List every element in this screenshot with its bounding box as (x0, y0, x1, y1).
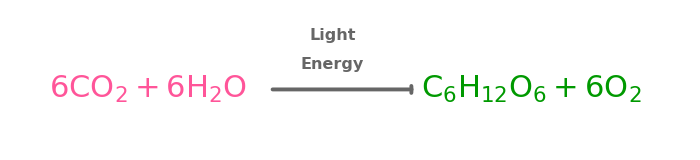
Text: $\mathregular{6CO_2 + 6H_2O}$: $\mathregular{6CO_2 + 6H_2O}$ (49, 74, 247, 105)
Text: $\mathregular{C_6H_{12}O_6 + 6O_2}$: $\mathregular{C_6H_{12}O_6 + 6O_2}$ (421, 74, 642, 105)
Text: Energy: Energy (301, 57, 364, 72)
Text: Light: Light (309, 28, 356, 44)
